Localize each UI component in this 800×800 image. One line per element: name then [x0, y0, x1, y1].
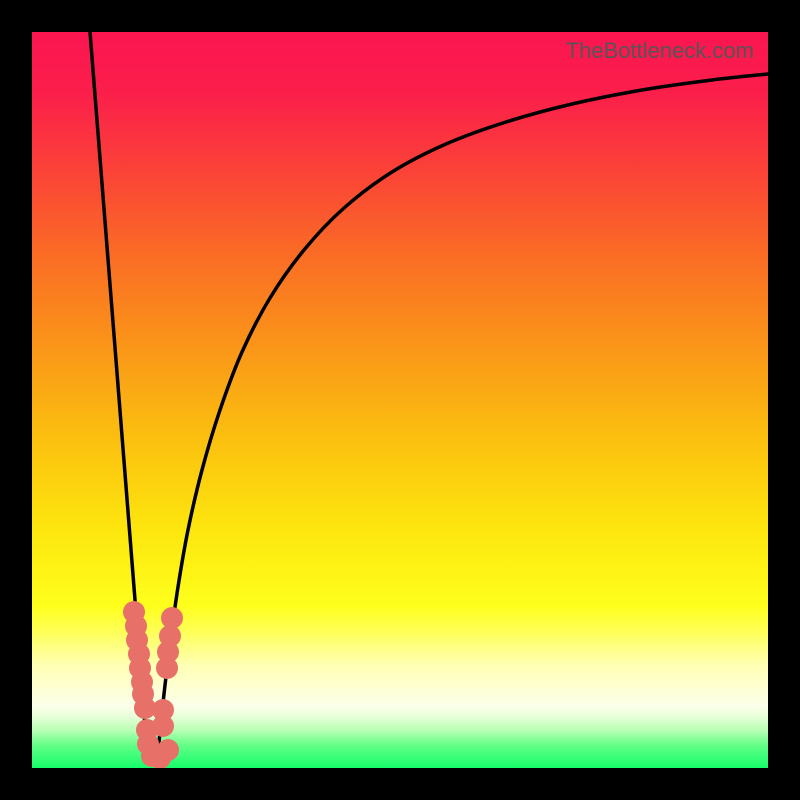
- plot-area: TheBottleneck.com: [32, 32, 768, 768]
- bottleneck-chart: [32, 32, 768, 768]
- watermark-text: TheBottleneck.com: [566, 38, 754, 64]
- data-marker: [161, 607, 183, 629]
- data-marker: [152, 699, 174, 721]
- chart-frame: TheBottleneck.com: [0, 0, 800, 800]
- data-marker: [157, 739, 179, 761]
